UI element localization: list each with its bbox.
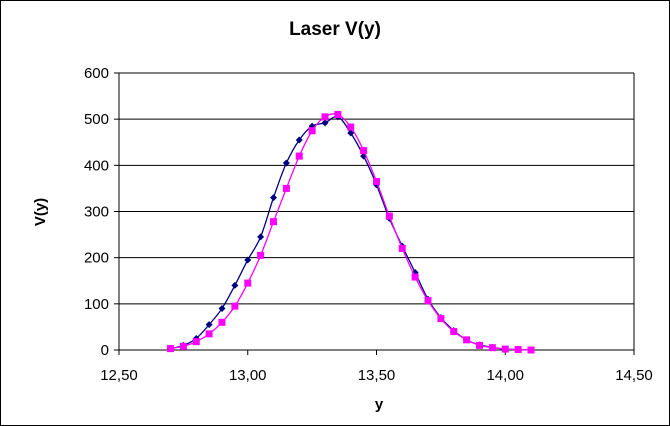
series-2-point (437, 315, 445, 323)
series-2-point (501, 345, 509, 353)
series-2-point (257, 251, 265, 259)
y-axis-title: V(y) (32, 198, 49, 226)
series-2-point (347, 123, 355, 131)
series-2-point (218, 318, 226, 326)
series-2-point (463, 336, 471, 344)
series-1-point (270, 194, 277, 202)
x-tick-label: 13,00 (229, 367, 267, 384)
y-tick-label: 200 (84, 250, 109, 267)
series-2-point (167, 345, 174, 353)
series-1-point (295, 136, 303, 144)
series-2-point (514, 346, 522, 354)
series-2-point (476, 341, 483, 349)
series-2-point (424, 297, 432, 305)
series-1-point (321, 119, 329, 127)
series-2-point (192, 338, 200, 346)
series-1-point (231, 281, 239, 289)
series-2-point (527, 346, 535, 354)
plot-area: 0 100 200 300 400 500 600 12,50 13,00 13,50 14,00 1… (84, 65, 653, 384)
series-1-point (282, 159, 290, 167)
y-tick-label: 600 (84, 65, 109, 82)
series-2-point (231, 302, 239, 310)
series-1-point (347, 129, 355, 137)
series-2-point (270, 218, 277, 226)
series-2-point (205, 330, 213, 338)
y-tick-label: 300 (84, 204, 109, 221)
series-2-point (360, 147, 368, 155)
series-1-point (244, 256, 252, 264)
series-2-point (282, 184, 290, 192)
series-2-point (321, 113, 329, 121)
series-2-point (488, 344, 496, 352)
series-1-point (257, 233, 265, 241)
x-tick-label: 14,00 (486, 367, 524, 384)
x-tick-label: 12,50 (100, 367, 138, 384)
series-2-point (295, 152, 303, 160)
series-2-point (334, 111, 342, 119)
x-tick-label: 13,50 (358, 367, 396, 384)
series-2-point (179, 342, 187, 350)
series-2-point (373, 177, 380, 185)
y-tick-label: 400 (84, 157, 109, 174)
series-2-point (385, 212, 393, 220)
series-2-point (244, 279, 252, 287)
y-tick-label: 500 (84, 111, 109, 128)
series-1-point (205, 321, 213, 329)
y-tick-label: 100 (84, 296, 109, 313)
series-2-point (450, 328, 458, 336)
x-axis-title: y (375, 396, 384, 413)
series-2-point (398, 244, 406, 252)
series-2-point (308, 127, 316, 135)
chart-title: Laser V(y) (289, 19, 381, 40)
series-1-point (218, 304, 226, 312)
y-tick-label: 0 (101, 342, 109, 359)
series-2-point (411, 273, 419, 281)
x-tick-label: 14,50 (615, 367, 653, 384)
